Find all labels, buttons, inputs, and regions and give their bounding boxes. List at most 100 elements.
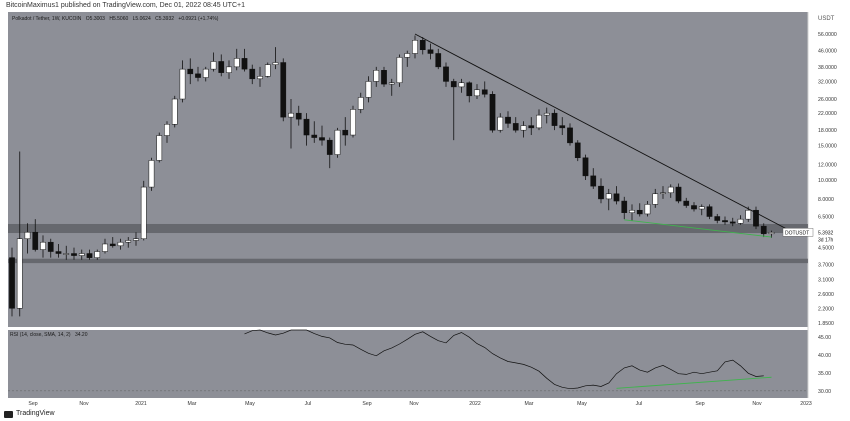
candle: [435, 48, 442, 70]
candle-body: [458, 82, 465, 88]
candle: [303, 113, 310, 146]
support-resistance-band: [8, 223, 808, 234]
candle: [102, 238, 108, 254]
candle: [543, 107, 550, 124]
candle: [520, 121, 527, 138]
candle: [683, 197, 690, 208]
candle: [753, 206, 759, 230]
currency-label: USDT: [818, 16, 835, 22]
chart-publish-header: BitcoinMaximus1 published on TradingView…: [0, 0, 850, 12]
time-axis-tick: Mar: [188, 401, 197, 407]
candle: [195, 66, 201, 82]
chart-frame[interactable]: Polkadot / Tether, 1W, KUCOIN O5.3003 H5…: [0, 12, 850, 407]
candle-body: [489, 94, 496, 131]
candle-body: [698, 206, 705, 210]
candle-body: [164, 124, 170, 136]
candle: [404, 50, 411, 67]
time-axis-tick: Nov: [752, 401, 762, 407]
candle-body: [210, 61, 217, 70]
candle: [582, 154, 589, 180]
footer-brand: TradingView: [4, 408, 55, 420]
candle-body: [241, 58, 248, 70]
candle: [737, 215, 744, 225]
candle-body: [334, 129, 341, 155]
candle-body: [365, 81, 372, 98]
candle: [295, 105, 302, 126]
candle: [280, 58, 287, 122]
candle: [342, 117, 349, 146]
candle-body: [466, 82, 473, 97]
candle-body: [288, 112, 294, 118]
time-axis-tick: Sep: [28, 401, 37, 407]
candle-body: [195, 73, 201, 78]
candle: [47, 238, 54, 258]
time-axis-tick: Nov: [79, 401, 89, 407]
candle: [288, 99, 294, 149]
candle: [768, 230, 775, 238]
price-chart-svg[interactable]: Polkadot / Tether, 1W, KUCOIN O5.3003 H5…: [0, 12, 850, 407]
candle-body: [16, 238, 23, 309]
candle-body: [40, 241, 46, 250]
candle-body: [760, 225, 767, 235]
candle-body: [427, 49, 434, 54]
price-axis-tick: 46.0000: [818, 49, 837, 55]
candle: [218, 54, 225, 77]
candle-body: [660, 192, 666, 195]
candle: [319, 125, 325, 146]
rsi-axis-tick: 40.00: [818, 353, 831, 359]
price-axis-tick: 3.7000: [818, 262, 834, 268]
candle-body: [443, 66, 449, 82]
candle: [466, 81, 473, 103]
price-axis-tick: 10.0000: [818, 178, 837, 184]
candle: [117, 238, 124, 250]
candle-body: [636, 209, 643, 215]
candle: [16, 151, 23, 317]
candle: [249, 64, 256, 85]
candle: [148, 157, 155, 191]
candle: [551, 109, 558, 131]
candle-body: [412, 40, 418, 54]
candle: [210, 52, 217, 72]
publish-info-text: BitcoinMaximus1 published on TradingView…: [6, 2, 245, 9]
price-axis-tick: 8.0000: [818, 197, 834, 203]
candle: [9, 247, 15, 317]
candle: [381, 66, 387, 87]
candle-body: [342, 129, 349, 136]
price-axis-tick: 56.0000: [818, 32, 837, 38]
price-axis-tick: 22.0000: [818, 111, 837, 117]
price-axis-tick: 32.0000: [818, 79, 837, 85]
candle: [675, 183, 682, 204]
candle-body: [86, 253, 93, 258]
candle-body: [319, 137, 325, 141]
candle-body: [613, 193, 620, 202]
candle-body: [497, 116, 504, 131]
candle: [613, 186, 620, 205]
candle-body: [768, 232, 775, 235]
candle: [164, 121, 170, 143]
candle: [512, 117, 519, 133]
price-axis-tick: 2.6000: [818, 292, 834, 298]
candle: [497, 113, 504, 133]
candle-body: [481, 89, 488, 95]
candle-body: [520, 125, 527, 131]
candle: [598, 178, 604, 204]
candle-body: [629, 209, 635, 213]
candle-body: [63, 253, 70, 255]
candle: [605, 188, 612, 211]
candle: [621, 196, 628, 220]
candle: [396, 54, 403, 87]
candle: [78, 249, 85, 260]
candle-body: [590, 175, 597, 187]
candle-body: [71, 253, 77, 256]
candle: [365, 76, 372, 103]
candle: [171, 95, 178, 128]
candle: [629, 204, 635, 221]
candle: [489, 91, 496, 133]
price-axis-tick: 2.2000: [818, 306, 834, 312]
candle-body: [574, 142, 581, 159]
candle: [660, 186, 666, 199]
candle: [326, 137, 333, 169]
candle-body: [125, 240, 132, 243]
candle-body: [474, 89, 480, 97]
candle: [257, 66, 263, 87]
